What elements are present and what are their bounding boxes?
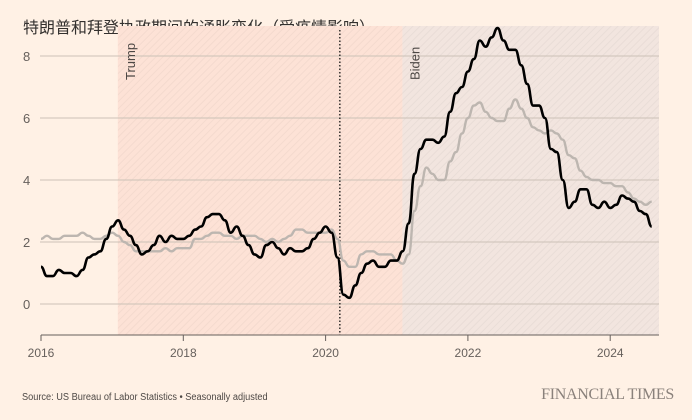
period-label-biden: Biden [407, 47, 422, 80]
y-tick-label: 4 [23, 173, 30, 188]
series-line-core [40, 98, 652, 268]
y-tick-label: 8 [23, 49, 30, 64]
series-line-headline [40, 26, 653, 300]
x-tick-label: 2024 [597, 346, 624, 360]
period-label-trump: Trump [123, 43, 138, 80]
ft-logo: FINANCIAL TIMES [541, 386, 674, 403]
x-tick-label: 2020 [312, 346, 339, 360]
line-chart: Trump Biden 0 2 4 6 8 2016 2018 2020 2022 2024 [23, 26, 659, 360]
x-tick-label: 2022 [455, 346, 482, 360]
x-tick-label: 2016 [28, 346, 55, 360]
x-tick-label: 2018 [170, 346, 197, 360]
y-tick-label: 2 [23, 235, 30, 250]
source-note: Source: US Bureau of Labor Statistics • … [22, 392, 268, 403]
y-tick-label: 6 [23, 111, 30, 126]
y-tick-label: 0 [23, 297, 30, 312]
